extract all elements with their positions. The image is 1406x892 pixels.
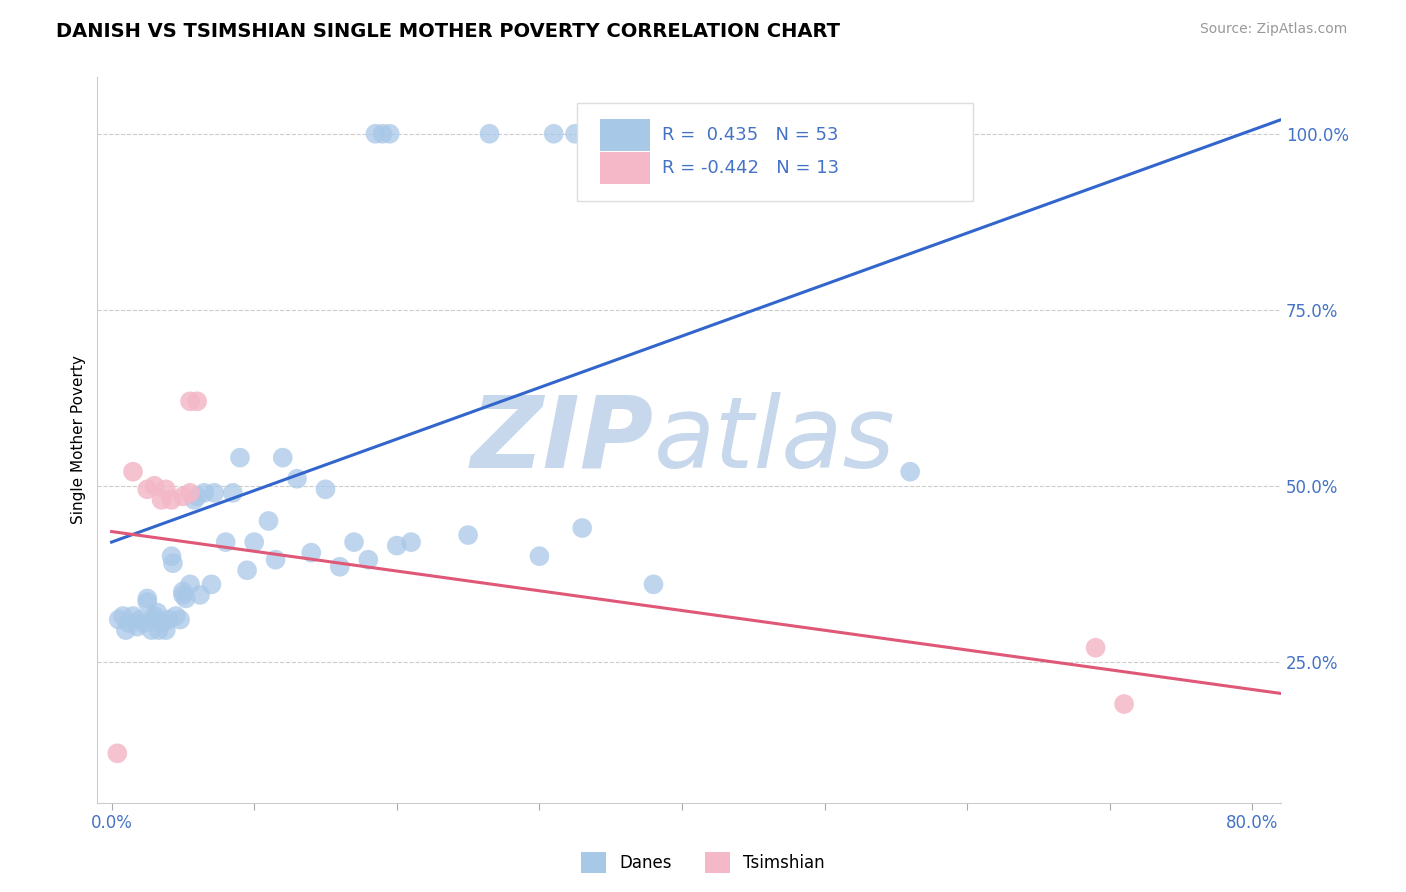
Point xyxy=(111,609,134,624)
Text: ZIP: ZIP xyxy=(471,392,654,489)
Point xyxy=(162,556,184,570)
Point xyxy=(457,528,479,542)
Point xyxy=(378,127,401,141)
Point xyxy=(172,588,194,602)
Point xyxy=(150,616,173,631)
Point xyxy=(150,492,173,507)
Point xyxy=(136,595,159,609)
Point xyxy=(202,485,225,500)
Point xyxy=(105,747,128,761)
Point xyxy=(385,539,408,553)
Point xyxy=(898,465,921,479)
Point xyxy=(143,609,166,624)
Point xyxy=(143,479,166,493)
Point xyxy=(115,623,138,637)
Point xyxy=(107,613,129,627)
Point xyxy=(1112,697,1135,711)
Point xyxy=(146,606,169,620)
Point xyxy=(165,609,187,624)
Point xyxy=(179,485,201,500)
Point xyxy=(179,577,201,591)
Point xyxy=(315,483,337,497)
Point xyxy=(172,584,194,599)
Point xyxy=(169,613,191,627)
Point xyxy=(578,127,600,141)
FancyBboxPatch shape xyxy=(600,120,650,152)
FancyBboxPatch shape xyxy=(576,103,973,201)
Point xyxy=(122,465,145,479)
Point xyxy=(160,492,183,507)
Point xyxy=(136,483,159,497)
Point xyxy=(478,127,501,141)
Point xyxy=(271,450,294,465)
Point xyxy=(179,394,201,409)
Point xyxy=(357,552,380,566)
Point xyxy=(172,489,194,503)
Point xyxy=(174,591,197,606)
Point xyxy=(236,563,259,577)
Point xyxy=(285,472,308,486)
FancyBboxPatch shape xyxy=(600,153,650,184)
Point xyxy=(229,450,252,465)
Y-axis label: Single Mother Poverty: Single Mother Poverty xyxy=(72,356,86,524)
Point xyxy=(183,492,205,507)
Point xyxy=(160,549,183,564)
Point xyxy=(157,613,180,627)
Point xyxy=(257,514,280,528)
Point xyxy=(132,616,155,631)
Point xyxy=(585,127,607,141)
Point xyxy=(564,127,586,141)
Point xyxy=(148,623,170,637)
Point xyxy=(329,559,352,574)
Text: R = -0.442   N = 13: R = -0.442 N = 13 xyxy=(662,159,839,178)
Point xyxy=(399,535,422,549)
Point xyxy=(364,127,387,141)
Point xyxy=(643,577,665,591)
Text: DANISH VS TSIMSHIAN SINGLE MOTHER POVERTY CORRELATION CHART: DANISH VS TSIMSHIAN SINGLE MOTHER POVERT… xyxy=(56,22,841,41)
Point xyxy=(343,535,366,549)
Point xyxy=(129,613,152,627)
Legend: Danes, Tsimshian: Danes, Tsimshian xyxy=(574,846,832,880)
Point xyxy=(529,549,551,564)
Text: R =  0.435   N = 53: R = 0.435 N = 53 xyxy=(662,127,838,145)
Point xyxy=(243,535,266,549)
Point xyxy=(222,485,245,500)
Point xyxy=(143,613,166,627)
Point xyxy=(188,588,211,602)
Point xyxy=(200,577,222,591)
Point xyxy=(186,489,208,503)
Point xyxy=(571,521,593,535)
Point xyxy=(543,127,565,141)
Point xyxy=(136,591,159,606)
Point xyxy=(141,623,163,637)
Point xyxy=(186,394,208,409)
Point xyxy=(264,552,287,566)
Point xyxy=(127,619,149,633)
Point xyxy=(155,623,177,637)
Point xyxy=(371,127,394,141)
Point xyxy=(155,483,177,497)
Text: atlas: atlas xyxy=(654,392,896,489)
Point xyxy=(118,616,141,631)
Point xyxy=(215,535,238,549)
Point xyxy=(193,485,215,500)
Point xyxy=(1084,640,1107,655)
Text: Source: ZipAtlas.com: Source: ZipAtlas.com xyxy=(1199,22,1347,37)
Point xyxy=(122,609,145,624)
Point xyxy=(299,546,322,560)
